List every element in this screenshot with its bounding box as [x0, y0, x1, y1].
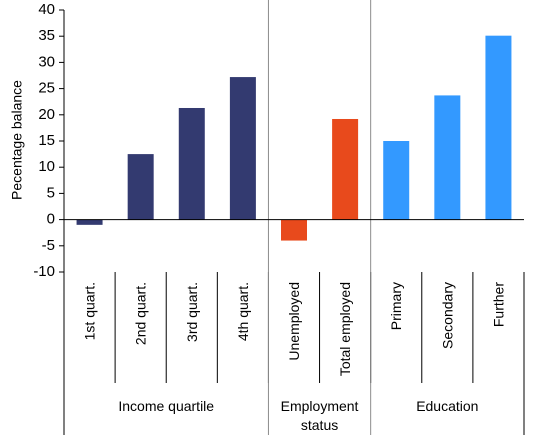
group-label: status: [301, 417, 338, 433]
bar: [76, 219, 103, 225]
category-label: Unemployed: [286, 282, 302, 361]
category-label: 4th quart.: [235, 282, 251, 341]
y-tick-label: -10: [33, 263, 55, 280]
y-tick-label: 25: [38, 80, 55, 97]
y-tick-label: 35: [38, 27, 55, 44]
y-axis-title: Pecentage balance: [9, 80, 25, 200]
category-label: Further: [490, 282, 506, 327]
y-tick-label: 10: [38, 158, 55, 175]
category-label: 1st quart.: [82, 282, 98, 340]
category-label: 3rd quart.: [184, 282, 200, 342]
category-label: Total employed: [337, 282, 353, 376]
bar: [485, 35, 512, 220]
category-label: 2nd quart.: [133, 282, 149, 345]
y-tick-label: 15: [38, 132, 55, 149]
bar: [281, 219, 307, 241]
group-label: Employment: [281, 398, 359, 414]
y-tick-label: 30: [38, 53, 55, 70]
y-tick-label: 5: [47, 184, 55, 201]
bar: [178, 107, 205, 220]
y-tick-label: 0: [47, 211, 55, 228]
bar: [127, 154, 154, 220]
bar: [434, 95, 461, 220]
y-tick-label: 40: [38, 1, 55, 18]
y-tick-label: 20: [38, 106, 55, 123]
bar: [229, 77, 256, 220]
bar: [332, 118, 359, 220]
category-label: Secondary: [439, 282, 455, 349]
category-label: Primary: [388, 282, 404, 330]
group-label: Education: [416, 398, 478, 414]
group-label: Income quartile: [118, 398, 214, 414]
bar: [383, 141, 410, 220]
y-tick-label: -5: [42, 237, 55, 254]
